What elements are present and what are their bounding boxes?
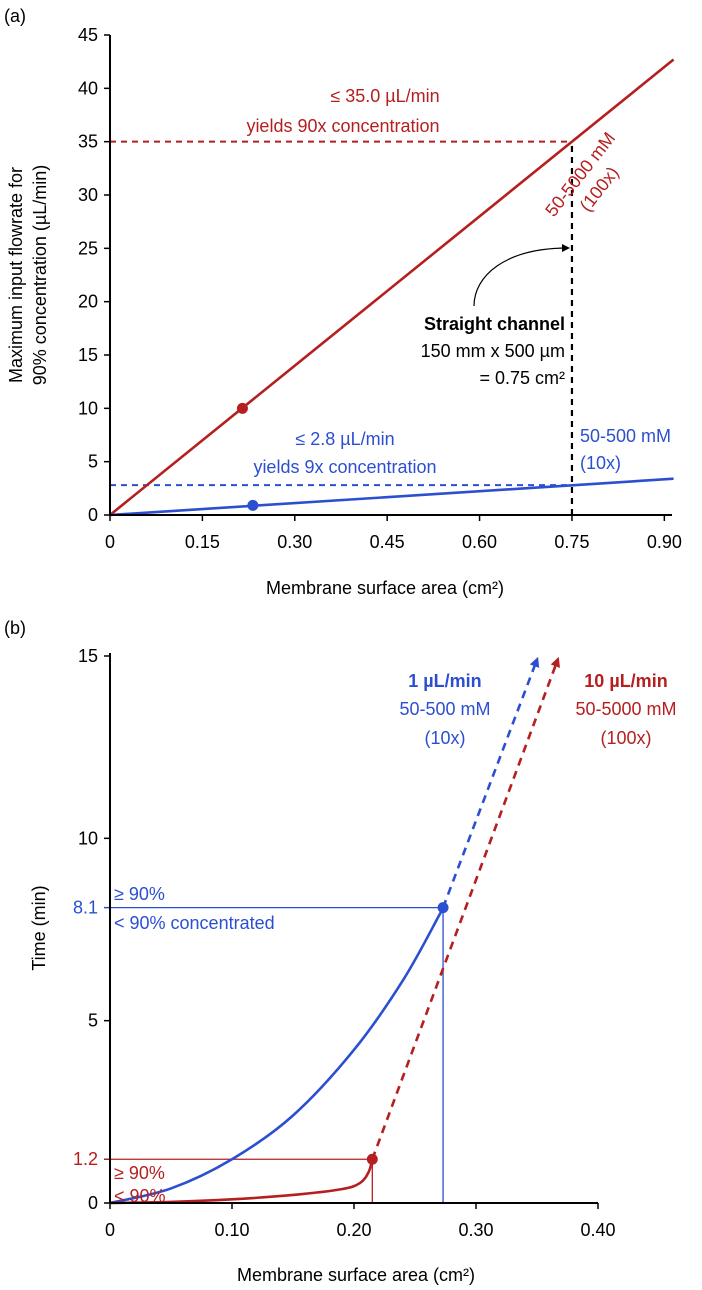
x-tick-label: 0 xyxy=(105,1220,115,1240)
series-blue-curve xyxy=(109,905,445,1205)
y-tick-label: 10 xyxy=(78,828,98,848)
panel-a-ylabel-2: 90% concentration (µL/min) xyxy=(30,165,50,385)
panel-b-label: (b) xyxy=(4,618,26,638)
panel-a-xlabel: Membrane surface area (cm²) xyxy=(266,578,504,598)
y-tick-label: 45 xyxy=(78,25,98,45)
y-tick-label: 10 xyxy=(78,398,98,418)
series-blue-marker xyxy=(437,902,449,914)
red-below-90: < 90% xyxy=(114,1186,166,1206)
channel-title: Straight channel xyxy=(424,314,565,334)
series-red-conc: 50-5000 mM xyxy=(575,699,676,719)
series-red-marker xyxy=(366,1153,378,1165)
y-tick-label: 5 xyxy=(88,1011,98,1031)
red-above-90: ≥ 90% xyxy=(114,1163,165,1183)
x-tick-label: 0.30 xyxy=(277,532,312,552)
panel-b-xlabel: Membrane surface area (cm²) xyxy=(237,1265,475,1285)
panel-a-ylabel-1: Maximum input flowrate for xyxy=(6,167,26,383)
series-blue-factor: (10x) xyxy=(424,728,465,748)
series-red-dashed-extension xyxy=(371,656,560,1160)
x-tick-label: 0.20 xyxy=(336,1220,371,1240)
y-tick-label: 25 xyxy=(78,238,98,258)
y-tick-label: 15 xyxy=(78,646,98,666)
series-blue-sublabel: (10x) xyxy=(580,453,621,473)
y-tick-label: 30 xyxy=(78,185,98,205)
panel-b: (b) 0 5 10 15 8.1 1.2 0 0.10 0.20 0.30 0.40 1 µL/m… xyxy=(4,618,677,1285)
y-tick-label: 0 xyxy=(88,505,98,525)
panel-a-label: (a) xyxy=(4,6,26,26)
series-red-line xyxy=(109,58,675,517)
panel-a-series xyxy=(109,58,675,517)
channel-arrow xyxy=(473,244,570,307)
series-blue-marker xyxy=(247,499,259,511)
y-tick-label: 35 xyxy=(78,132,98,152)
x-tick-label: 0 xyxy=(105,532,115,552)
panel-b-ylabel: Time (min) xyxy=(29,885,49,970)
panel-a-ticks: 0 5 10 15 20 25 30 35 40 45 0 0.15 0.30 0.45 0.60 0.75 0… xyxy=(78,25,682,552)
y-tick-label: 20 xyxy=(78,292,98,312)
x-tick-label: 0.30 xyxy=(458,1220,493,1240)
series-blue-rate: 1 µL/min xyxy=(408,671,481,691)
series-red-marker xyxy=(236,402,248,414)
channel-dims: 150 mm x 500 µm xyxy=(421,341,565,361)
blue-above-90: ≥ 90% xyxy=(114,884,165,904)
series-blue-line xyxy=(109,477,674,517)
series-blue-dashed-extension xyxy=(441,656,540,909)
channel-area: = 0.75 cm² xyxy=(479,368,565,388)
y-tick-label: 0 xyxy=(88,1193,98,1213)
annot-blue-flow: ≤ 2.8 µL/min xyxy=(295,429,394,449)
y-tick-label: 5 xyxy=(88,452,98,472)
y-tick-label: 40 xyxy=(78,78,98,98)
x-tick-label: 0.90 xyxy=(647,532,682,552)
x-tick-label: 0.40 xyxy=(580,1220,615,1240)
annot-blue-yield: yields 9x concentration xyxy=(253,457,436,477)
y-tick-label: 15 xyxy=(78,345,98,365)
panel-a-reference-lines xyxy=(110,140,574,515)
x-tick-label: 0.75 xyxy=(554,532,589,552)
annot-red-flow: ≤ 35.0 µL/min xyxy=(330,86,439,106)
x-tick-label: 0.45 xyxy=(370,532,405,552)
panel-b-reference-lines xyxy=(110,906,444,1203)
panel-b-ticks: 0 5 10 15 8.1 1.2 0 0.10 0.20 0.30 0.40 xyxy=(73,646,616,1240)
series-blue-label: 50-500 mM xyxy=(580,426,671,446)
panel-b-series xyxy=(109,656,560,1205)
series-red-factor: (100x) xyxy=(600,728,651,748)
x-tick-label: 0.60 xyxy=(462,532,497,552)
special-y-tick-label: 8.1 xyxy=(73,898,98,918)
series-red-curve xyxy=(109,1158,374,1205)
series-red-rate: 10 µL/min xyxy=(584,671,667,691)
blue-below-90: < 90% concentrated xyxy=(114,913,275,933)
x-tick-label: 0.15 xyxy=(185,532,220,552)
series-blue-conc: 50-500 mM xyxy=(399,699,490,719)
annot-red-yield: yields 90x concentration xyxy=(246,116,439,136)
special-y-tick-label: 1.2 xyxy=(73,1149,98,1169)
x-tick-label: 0.10 xyxy=(214,1220,249,1240)
